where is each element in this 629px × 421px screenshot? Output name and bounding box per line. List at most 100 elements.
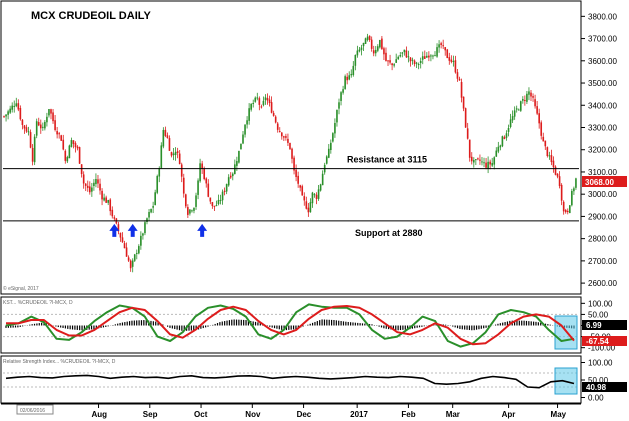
candle-body: [127, 257, 130, 261]
candle-body: [144, 222, 146, 234]
candle-body: [170, 152, 173, 156]
candle-body: [176, 151, 179, 153]
candle-body: [158, 168, 161, 177]
price-y-tick-label: 3600.00: [588, 57, 617, 66]
candle-body: [25, 127, 28, 132]
candle-body: [50, 109, 52, 114]
candle-body: [250, 103, 252, 110]
candle-body: [489, 161, 491, 165]
rsi-y-axis: 100.00 50.00 0.00: [581, 359, 613, 403]
last-price-tag-text: 3068.00: [585, 178, 614, 187]
candle-body: [246, 120, 248, 125]
rsi-value-tag-box: [582, 382, 627, 392]
x-tick-label: Aug: [92, 410, 108, 419]
candle-body: [334, 122, 336, 134]
candle-body: [244, 124, 246, 135]
candle-body: [217, 199, 220, 205]
candle-body: [409, 57, 412, 62]
candle-body: [80, 164, 83, 175]
candle-body: [101, 190, 103, 200]
candle-body: [195, 195, 197, 207]
candle-body: [462, 96, 465, 109]
up-arrow-icon: [109, 223, 120, 237]
candle-body: [370, 39, 373, 49]
candle-body: [260, 106, 263, 108]
candle-body: [182, 177, 185, 194]
candle-body: [95, 179, 97, 185]
candle-body: [393, 64, 395, 66]
price-y-tick-label: 3200.00: [588, 146, 617, 155]
kst-panel-label: KST... %CRUDEOIL ?I-MCX, D: [3, 300, 73, 306]
candle-body: [495, 150, 498, 157]
candle-body: [434, 55, 436, 57]
candle-body: [454, 60, 457, 73]
candle-body: [466, 128, 469, 139]
candle-body: [129, 260, 132, 269]
candle-body: [225, 184, 228, 192]
candle-body: [411, 59, 414, 61]
candle-body: [174, 151, 177, 156]
candle-body: [568, 205, 571, 214]
candle-body: [160, 145, 163, 168]
candle-body: [348, 75, 351, 80]
candle-body: [303, 196, 306, 201]
candle-body: [189, 209, 191, 214]
candle-body: [205, 178, 208, 184]
candle-body: [550, 155, 553, 163]
candle-body: [60, 135, 63, 141]
start-date-box: [16, 404, 54, 415]
candle-body: [458, 78, 461, 81]
kst-lines: [5, 303, 575, 348]
candle-body: [231, 173, 234, 177]
candle-body: [258, 98, 261, 105]
candle-body: [125, 247, 128, 257]
candle-body: [305, 201, 308, 209]
candle-body: [164, 129, 167, 136]
candle-body: [37, 122, 40, 126]
candle-body: [123, 243, 126, 249]
candle-body: [571, 190, 573, 206]
candle-body: [256, 97, 259, 99]
kst-y-tick-label: 50.00: [588, 310, 609, 319]
candle-body: [383, 48, 385, 55]
support-label: Support at 2880: [355, 228, 423, 238]
candle-body: [524, 100, 526, 102]
candle-body: [3, 116, 5, 118]
candle-body: [436, 47, 438, 57]
kst-y-tick-label: 100.00: [588, 299, 613, 308]
candle-body: [354, 54, 357, 66]
candle-body: [399, 55, 402, 57]
candle-body: [548, 155, 551, 157]
candle-body: [428, 55, 430, 58]
candle-body: [493, 157, 496, 165]
price-y-tick-label: 3500.00: [588, 79, 617, 88]
candle-body: [109, 199, 112, 212]
up-arrow-icon: [197, 223, 208, 237]
candle-body: [234, 164, 236, 175]
candle-body: [84, 183, 87, 186]
copyright-label: © eSignal, 2017: [3, 285, 39, 292]
candle-body: [203, 168, 206, 180]
kst-series-fast: [5, 303, 575, 348]
candle-body: [221, 191, 224, 201]
candle-body: [513, 110, 516, 117]
candle-body: [285, 136, 287, 138]
candle-body: [201, 163, 203, 169]
candle-body: [332, 133, 334, 142]
candle-body: [72, 140, 75, 144]
candle-body: [88, 186, 91, 193]
candle-body: [74, 143, 77, 148]
candle-body: [403, 49, 406, 53]
candle-body: [442, 45, 444, 47]
candle-body: [542, 136, 545, 142]
candle-body: [15, 103, 18, 107]
x-tick-label: Dec: [297, 410, 312, 419]
candle-body: [317, 189, 320, 199]
candle-body: [497, 146, 500, 152]
candle-body: [507, 128, 510, 132]
rsi-y-tick-label: 0.00: [588, 394, 604, 403]
candle-body: [46, 116, 48, 123]
candle-body: [29, 132, 32, 148]
candle-body: [274, 116, 277, 123]
